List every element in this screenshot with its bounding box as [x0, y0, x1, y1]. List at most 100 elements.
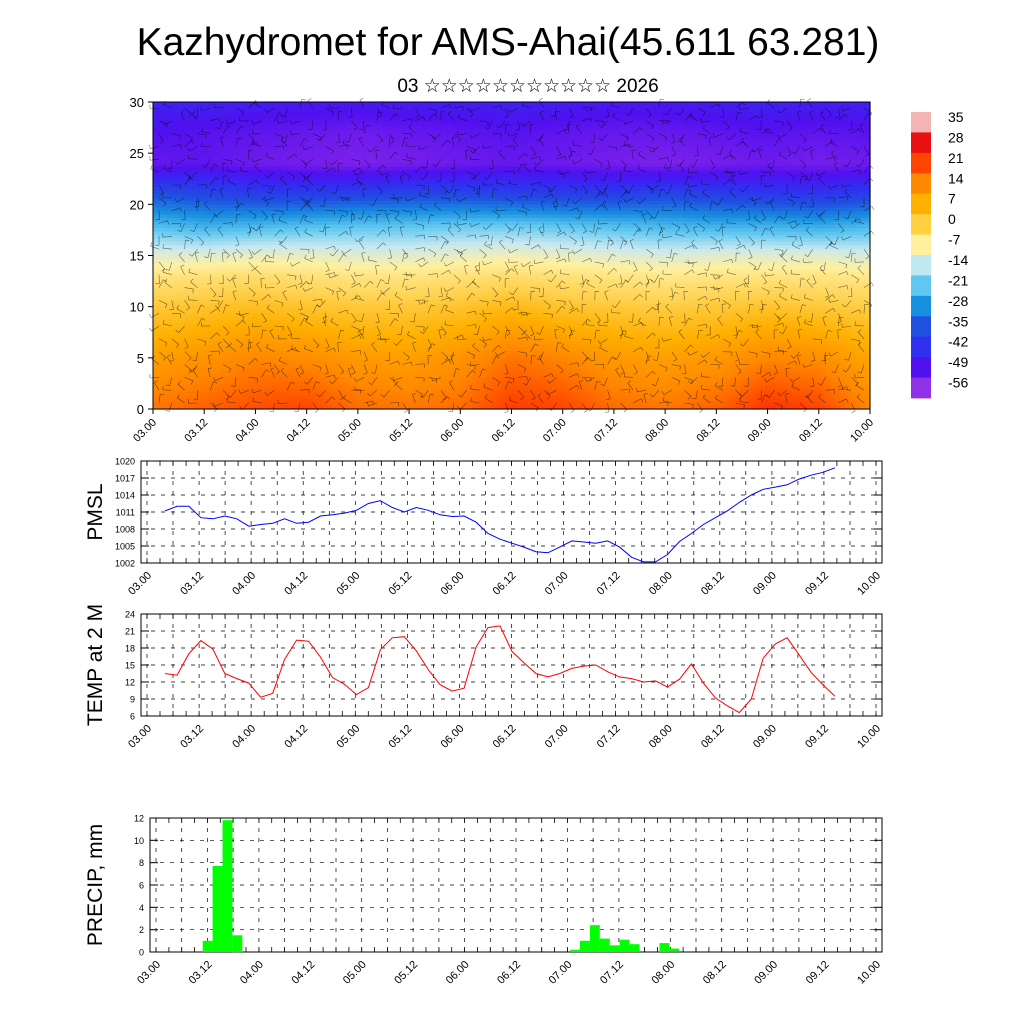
heat-cell — [576, 105, 582, 110]
heat-cell — [506, 173, 513, 178]
heat-cell — [362, 125, 368, 130]
heat-cell — [810, 187, 816, 192]
heat-cell — [645, 132, 652, 137]
heat-cell — [631, 163, 637, 168]
heat-cell — [461, 197, 468, 202]
heat-cell — [406, 183, 413, 188]
heat-cell — [362, 200, 368, 205]
heat-cell — [735, 112, 742, 117]
heat-cell — [451, 139, 458, 144]
heat-cell — [506, 115, 513, 120]
heat-cell — [830, 119, 836, 124]
heat-cell — [700, 139, 707, 144]
heat-cell — [252, 190, 259, 195]
heat-cell — [660, 180, 667, 185]
heat-cell — [362, 108, 368, 113]
heat-cell — [177, 187, 184, 192]
heat-cell — [546, 214, 552, 219]
heat-cell — [182, 166, 189, 171]
heat-cell — [357, 204, 363, 209]
heat-cell — [531, 146, 537, 151]
heat-cell — [367, 180, 373, 185]
heat-cell — [401, 105, 408, 110]
heat-cell — [242, 159, 249, 164]
heat-cell — [177, 122, 184, 127]
heat-cell — [317, 136, 323, 141]
heat-cell — [441, 102, 448, 107]
heat-cell — [551, 102, 557, 107]
heat-cell — [327, 108, 333, 113]
heat-cell — [860, 194, 866, 199]
heat-cell — [645, 204, 652, 209]
heat-cell — [616, 142, 622, 147]
heat-cell — [421, 149, 428, 154]
heat-cell — [486, 194, 493, 199]
heat-cell — [840, 139, 846, 144]
heat-cell — [481, 177, 488, 182]
heat-cell — [621, 136, 627, 141]
heat-cell — [635, 204, 642, 209]
heat-cell — [541, 166, 547, 171]
heat-cell — [860, 108, 866, 113]
heat-cell — [840, 214, 846, 219]
heat-cell — [297, 115, 303, 120]
heat-cell — [441, 136, 448, 141]
heat-cell — [850, 166, 856, 171]
heat-cell — [541, 102, 547, 107]
heat-cell — [631, 112, 637, 117]
heat-cell — [735, 122, 742, 127]
heat-cell — [177, 166, 184, 171]
heat-cell — [377, 180, 383, 185]
heat-cell — [302, 142, 308, 147]
heat-cell — [506, 204, 513, 209]
heat-cell — [436, 122, 443, 127]
heat-cell — [362, 105, 368, 110]
heat-cell — [586, 129, 592, 134]
heat-cell — [805, 112, 811, 117]
heat-cell — [377, 190, 383, 195]
heat-cell — [406, 122, 413, 127]
heat-cell — [491, 132, 498, 137]
heat-cell — [307, 200, 313, 205]
heat-cell — [621, 204, 627, 209]
heat-cell — [387, 217, 393, 222]
heat-cell — [461, 163, 468, 168]
heat-cell — [566, 105, 572, 110]
heat-cell — [815, 142, 821, 147]
heat-cell — [217, 153, 224, 158]
heat-cell — [516, 194, 523, 199]
heat-cell — [665, 102, 672, 107]
heat-cell — [591, 115, 597, 120]
heat-cell — [586, 190, 592, 195]
heat-cell — [222, 214, 229, 219]
heat-cell — [451, 183, 458, 188]
heat-cell — [556, 136, 562, 141]
heat-cell — [745, 139, 752, 144]
heat-cell — [486, 207, 493, 212]
heat-cell — [312, 119, 318, 124]
heat-cell — [342, 136, 348, 141]
heat-cell — [531, 108, 537, 113]
heat-cell — [581, 166, 587, 171]
heat-cell — [307, 214, 313, 219]
heat-cell — [456, 108, 463, 113]
heat-cell — [825, 142, 831, 147]
heat-cell — [626, 159, 632, 164]
heat-cell — [342, 112, 348, 117]
heat-cell — [436, 187, 443, 192]
heat-cell — [735, 194, 742, 199]
heat-cell — [640, 214, 647, 219]
heat-cell — [287, 139, 294, 144]
heat-cell — [561, 159, 567, 164]
heat-cell — [242, 102, 249, 107]
heat-cell — [640, 112, 647, 117]
heat-cell — [800, 156, 806, 161]
heat-cell — [446, 211, 453, 216]
heat-cell — [212, 187, 219, 192]
heat-cell — [790, 125, 796, 130]
heat-cell — [860, 163, 866, 168]
heat-cell — [476, 153, 483, 158]
heat-cell — [436, 214, 443, 219]
heat-cell — [182, 119, 189, 124]
heat-cell — [765, 132, 772, 137]
